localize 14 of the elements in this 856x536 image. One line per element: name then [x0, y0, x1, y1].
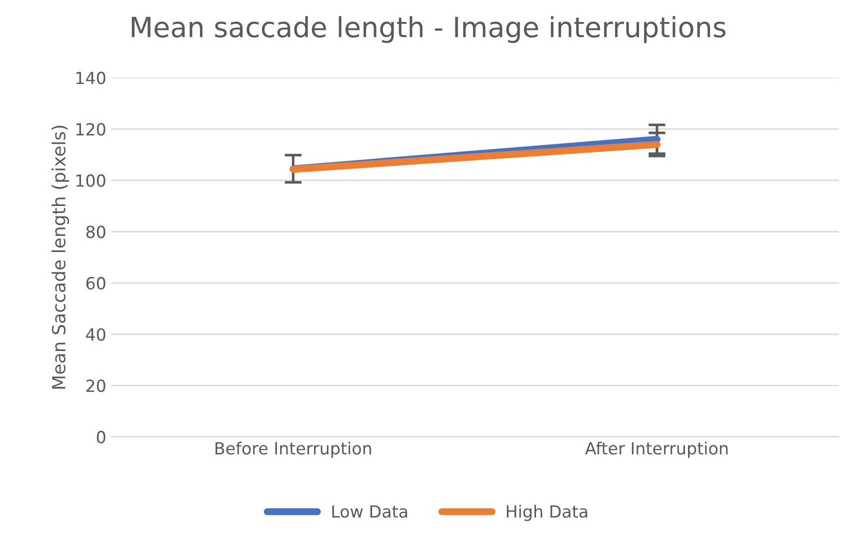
y-tick-label: 40 — [86, 328, 106, 341]
y-tick-label: 120 — [76, 122, 106, 136]
legend-label: Low Data — [332, 505, 408, 518]
x-tick-label: After Interruption — [585, 442, 728, 458]
y-tick-label: 80 — [86, 226, 106, 238]
x-tick-label: Before Interruption — [216, 442, 372, 458]
y-tick-label: 60 — [86, 276, 106, 290]
legend-label: High Data — [506, 504, 588, 521]
y-tick-label: 0 — [96, 430, 106, 444]
y-tick-label: 140 — [76, 72, 106, 84]
y-tick-label: 100 — [76, 174, 106, 187]
y-axis-title: Mean Saccade length (pixels) — [52, 126, 70, 389]
chart-title: Mean saccade length - Image interruptions — [132, 16, 726, 43]
y-tick-label: 20 — [86, 380, 106, 392]
